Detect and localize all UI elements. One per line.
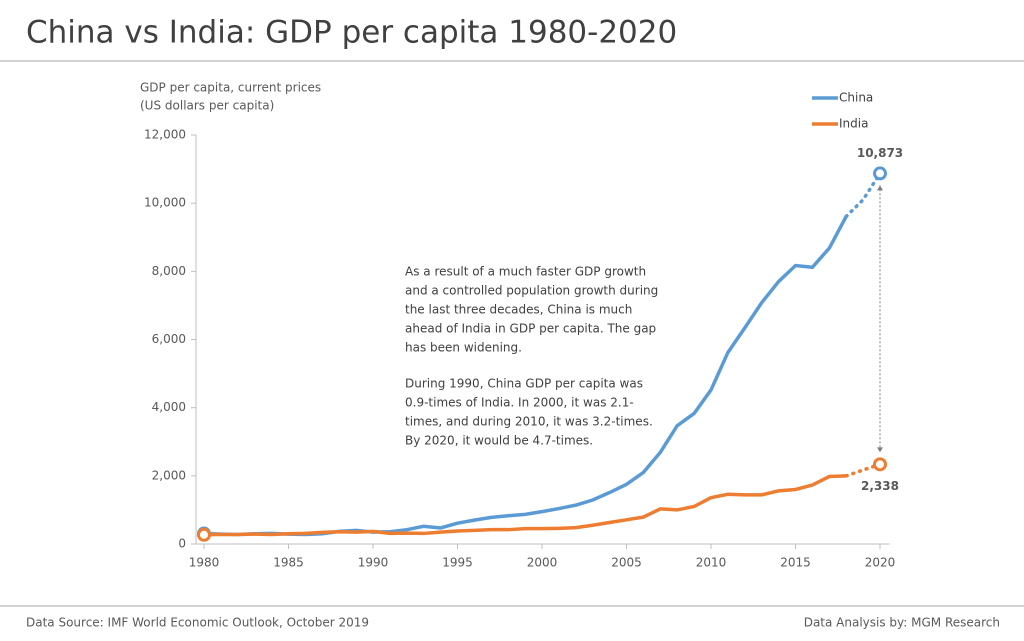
legend-label: India [839, 117, 868, 131]
annotation: has been widening. [405, 341, 522, 355]
estimate-line [844, 171, 882, 219]
y-tick-label: 0 [178, 537, 186, 551]
y-tick-label: 8,000 [152, 264, 186, 278]
arrow-head [877, 447, 883, 453]
y-tick-label: 10,000 [144, 196, 186, 210]
end-marker [873, 166, 887, 181]
annotation: times, and during 2010, it was 3.2-times… [405, 415, 653, 429]
annotation: and a controlled population growth durin… [405, 284, 658, 298]
y-tick-label: 6,000 [152, 332, 186, 346]
x-tick-label: 2000 [527, 556, 558, 570]
annotation: the last three decades, China is much [405, 303, 632, 317]
credit: Data Analysis by: MGM Research [804, 616, 1000, 630]
y-tick-label: 12,000 [144, 128, 186, 142]
y-tick-label: 2,000 [152, 468, 186, 482]
x-tick-label: 2015 [780, 556, 811, 570]
value-label: 10,873 [857, 146, 903, 160]
chart-title: China vs India: GDP per capita 1980-2020 [26, 15, 677, 51]
x-tick-label: 1980 [189, 556, 220, 570]
annotation: ahead of India in GDP per capita. The ga… [405, 322, 656, 336]
end-marker [873, 457, 887, 472]
series-line [202, 474, 848, 537]
x-tick-label: 2020 [865, 556, 896, 570]
legend-label: China [839, 91, 873, 105]
x-tick-label: 2005 [611, 556, 642, 570]
annotation: By 2020, it would be 4.7-times. [405, 434, 593, 448]
annotation: During 1990, China GDP per capita was [405, 377, 643, 391]
annotation: 0.9-times of India. In 2000, it was 2.1- [405, 396, 634, 410]
end-marker [197, 527, 211, 542]
y-axis-label: GDP per capita, current prices [140, 81, 321, 95]
source: Data Source: IMF World Economic Outlook,… [26, 616, 369, 630]
value-label: 2,338 [861, 479, 899, 493]
x-tick-label: 1995 [442, 556, 473, 570]
x-tick-label: 1985 [273, 556, 304, 570]
x-tick-label: 2010 [696, 556, 727, 570]
y-axis-label: (US dollars per capita) [140, 99, 274, 113]
x-tick-label: 1990 [358, 556, 389, 570]
arrow-head [877, 185, 883, 191]
y-tick-label: 4,000 [152, 400, 186, 414]
annotation: As a result of a much faster GDP growth [405, 265, 646, 279]
